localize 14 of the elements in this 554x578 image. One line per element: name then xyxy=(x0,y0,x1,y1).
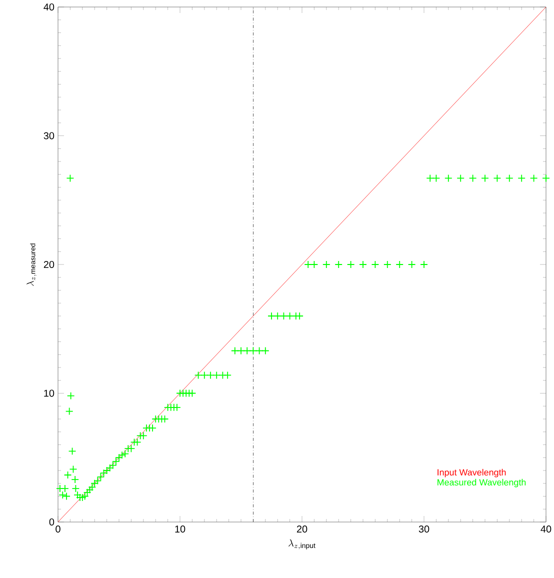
y-tick-label: 40 xyxy=(44,3,54,11)
x-tick-label: 10 xyxy=(175,526,186,533)
x-tick-label: 30 xyxy=(418,526,430,533)
y-axis-title: $\lambda_{z,\mathrm{measured}}$ xyxy=(26,244,37,286)
y-tick-label: 20 xyxy=(44,260,54,268)
text: Measured Wavelength xyxy=(438,478,526,488)
x-axis-title: $\lambda_{z,\mathrm{input}}$ xyxy=(288,539,316,550)
y-tick-label: 10 xyxy=(44,390,54,397)
x-tick-label: 20 xyxy=(296,526,308,533)
text: Input Wavelength xyxy=(438,468,506,478)
y-tick-label: 30 xyxy=(44,132,54,140)
x-tick-label: 0 xyxy=(56,526,60,533)
x-tick-label: 40 xyxy=(540,526,552,533)
y-tick-label: 0 xyxy=(49,518,54,526)
